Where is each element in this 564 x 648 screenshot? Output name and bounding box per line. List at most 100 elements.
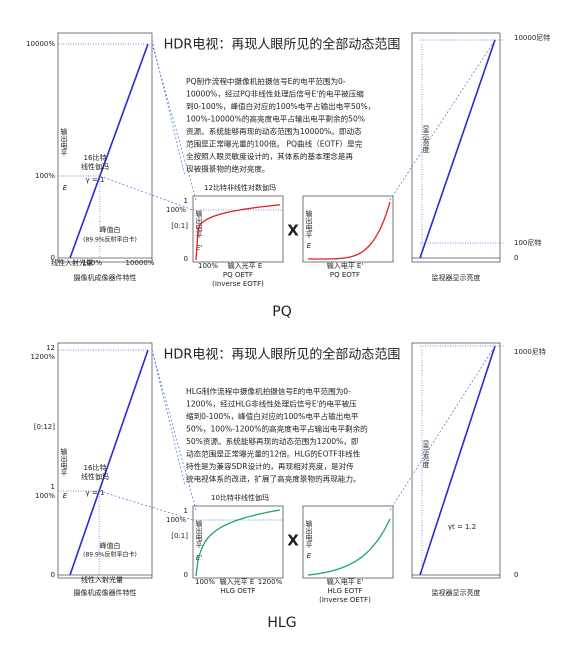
paragraph-line: 缩到0-100%，峰值白对应的100%电平占输出电平 (186, 411, 359, 421)
caption: 监视器显示亮度 (432, 273, 481, 282)
gamma-name: 16比特 (84, 463, 107, 472)
caption: PQ EOTF (330, 271, 360, 279)
gamma-name: 线性伽玛 (81, 472, 109, 481)
y-label: [0:12] (34, 423, 55, 431)
x-title: 输入电平 E' (327, 577, 364, 586)
frame (302, 195, 394, 263)
y-label: 0 (514, 254, 518, 262)
connector (151, 349, 186, 487)
caption: HLG EOTF (327, 587, 362, 595)
frame (302, 505, 394, 579)
caption: (Inverse EOTF) (212, 280, 264, 288)
paragraph-line: 资源。系统能够再现的动态范围为10000%。即动态 (186, 126, 362, 136)
title: HDR电视：再现人眼所见的全部动态范围 (164, 37, 401, 53)
paragraph-line: HLG制作流程中摄像机拍摄信号E的电平范围为0- (186, 386, 351, 396)
caption: 摄像机成像器件特性 (74, 273, 137, 282)
camera-curve (69, 349, 149, 576)
y-label: 0 (514, 571, 518, 579)
connector (99, 175, 194, 211)
paragraph-line: 现被摄景物的绝对亮度。 (186, 164, 270, 174)
eotf-curve (307, 518, 391, 576)
signal: E (307, 242, 312, 250)
x-title: 输入电平 E' (327, 261, 364, 270)
paragraph-line: PQ制作流程中摄像机拍摄信号E的电平范围为0- (186, 76, 346, 86)
paragraph-line: 特性是为兼容SDR设计的，再现相对亮度，是对传 (186, 461, 354, 471)
y-label: 100尼特 (514, 238, 541, 247)
peak: 峰值白 (100, 225, 121, 234)
operator: X (287, 532, 299, 550)
paragraph-line: 范围是正常曝光量的100倍。 PQ曲线（EOTF）是完 (186, 139, 363, 149)
caption: 监视器显示亮度 (432, 588, 481, 597)
heading: 12比特非线性对数伽玛 (204, 183, 276, 192)
gamma: γ = 1 (86, 176, 105, 184)
peak: 峰值白 (100, 541, 121, 550)
y-label: 12 (46, 344, 55, 352)
axis-label: 输出电平 (305, 209, 313, 239)
signal: E' (196, 244, 202, 252)
x-label: 1200% (258, 578, 283, 586)
x-title: 输入光平 E (220, 577, 255, 586)
axis-label: 输出电平 (60, 447, 68, 477)
y-label: 10000尼特 (514, 33, 550, 42)
x-title: 线性入射光量 (81, 575, 123, 584)
gamma: γ = 1 (86, 489, 105, 497)
paragraph-line: 100%-10000%的高亮度电平占输出电平剩余的50% (186, 114, 365, 124)
paragraph-line: 统电视体系的改进，扩展了高亮度景物的再现能力。 (186, 474, 361, 484)
title: HDR电视：再现人眼所见的全部动态范围 (164, 347, 401, 363)
x-label: 100% (82, 259, 102, 267)
y-label: 10000% (26, 40, 55, 48)
axis-label: 输出电平 (195, 519, 203, 549)
y-label: 100% (35, 492, 55, 500)
y-label: 1000尼特 (514, 347, 546, 356)
camera-curve (69, 43, 149, 259)
frame (411, 342, 501, 579)
panel-label: HLG (267, 615, 296, 631)
frame (411, 32, 501, 263)
paragraph-line: 1200%，经过HLG非线性处理后信号E'的电平被压 (186, 399, 357, 409)
gamma-name: 线性伽玛 (81, 162, 109, 171)
y-label: 1 (184, 197, 188, 205)
y-label: [0:1] (171, 222, 188, 230)
paragraph-line: 全按照人眼灵敏度设计的，其体系的基本理念是再 (186, 151, 353, 161)
x-label: 10000% (126, 259, 155, 267)
frame (192, 505, 284, 579)
axis-label: 显示亮度 (422, 440, 430, 469)
x-label: 100% (195, 578, 215, 586)
frame (57, 342, 153, 579)
gamma: γt = 1.2 (448, 523, 476, 531)
signal: E (307, 552, 312, 560)
frame (57, 32, 153, 263)
peak-note: (89.9%反射率白卡) (83, 236, 137, 244)
y-label: 100% (35, 172, 55, 180)
y-label: 1 (51, 483, 55, 491)
frame (192, 195, 284, 263)
oetf-curve (195, 204, 281, 261)
y-label: [0:1] (171, 532, 188, 540)
connector (151, 39, 186, 177)
y-label: 100% (166, 206, 186, 214)
y-label: 0 (184, 255, 188, 263)
x-label: 100% (198, 262, 218, 270)
axis-label: 输出电平 (60, 127, 68, 157)
gamma-name: 16比特 (84, 153, 107, 162)
y-label: 0 (51, 571, 55, 579)
y-label: 0 (184, 571, 188, 579)
y-label: 0 (51, 254, 55, 262)
caption: 摄像机成像器件特性 (74, 588, 137, 597)
caption: PQ OETF (223, 271, 253, 279)
monitor-curve (419, 345, 496, 576)
eotf-curve (308, 201, 391, 260)
operator: X (287, 222, 299, 240)
panel-label: PQ (272, 304, 291, 320)
y-label: 1 (184, 507, 188, 515)
caption: HLG OETF (220, 587, 255, 595)
connector (389, 345, 496, 511)
paragraph-line: 10000%，经过PQ非线性处理后信号E'的电平被压缩 (186, 89, 364, 99)
x-title: 线性入射光量 (51, 258, 93, 267)
monitor-curve (419, 39, 496, 259)
heading: 10比特非线性伽玛 (211, 493, 269, 502)
signal: E (63, 492, 68, 500)
y-label: 100% (166, 516, 186, 524)
connector (151, 43, 197, 201)
